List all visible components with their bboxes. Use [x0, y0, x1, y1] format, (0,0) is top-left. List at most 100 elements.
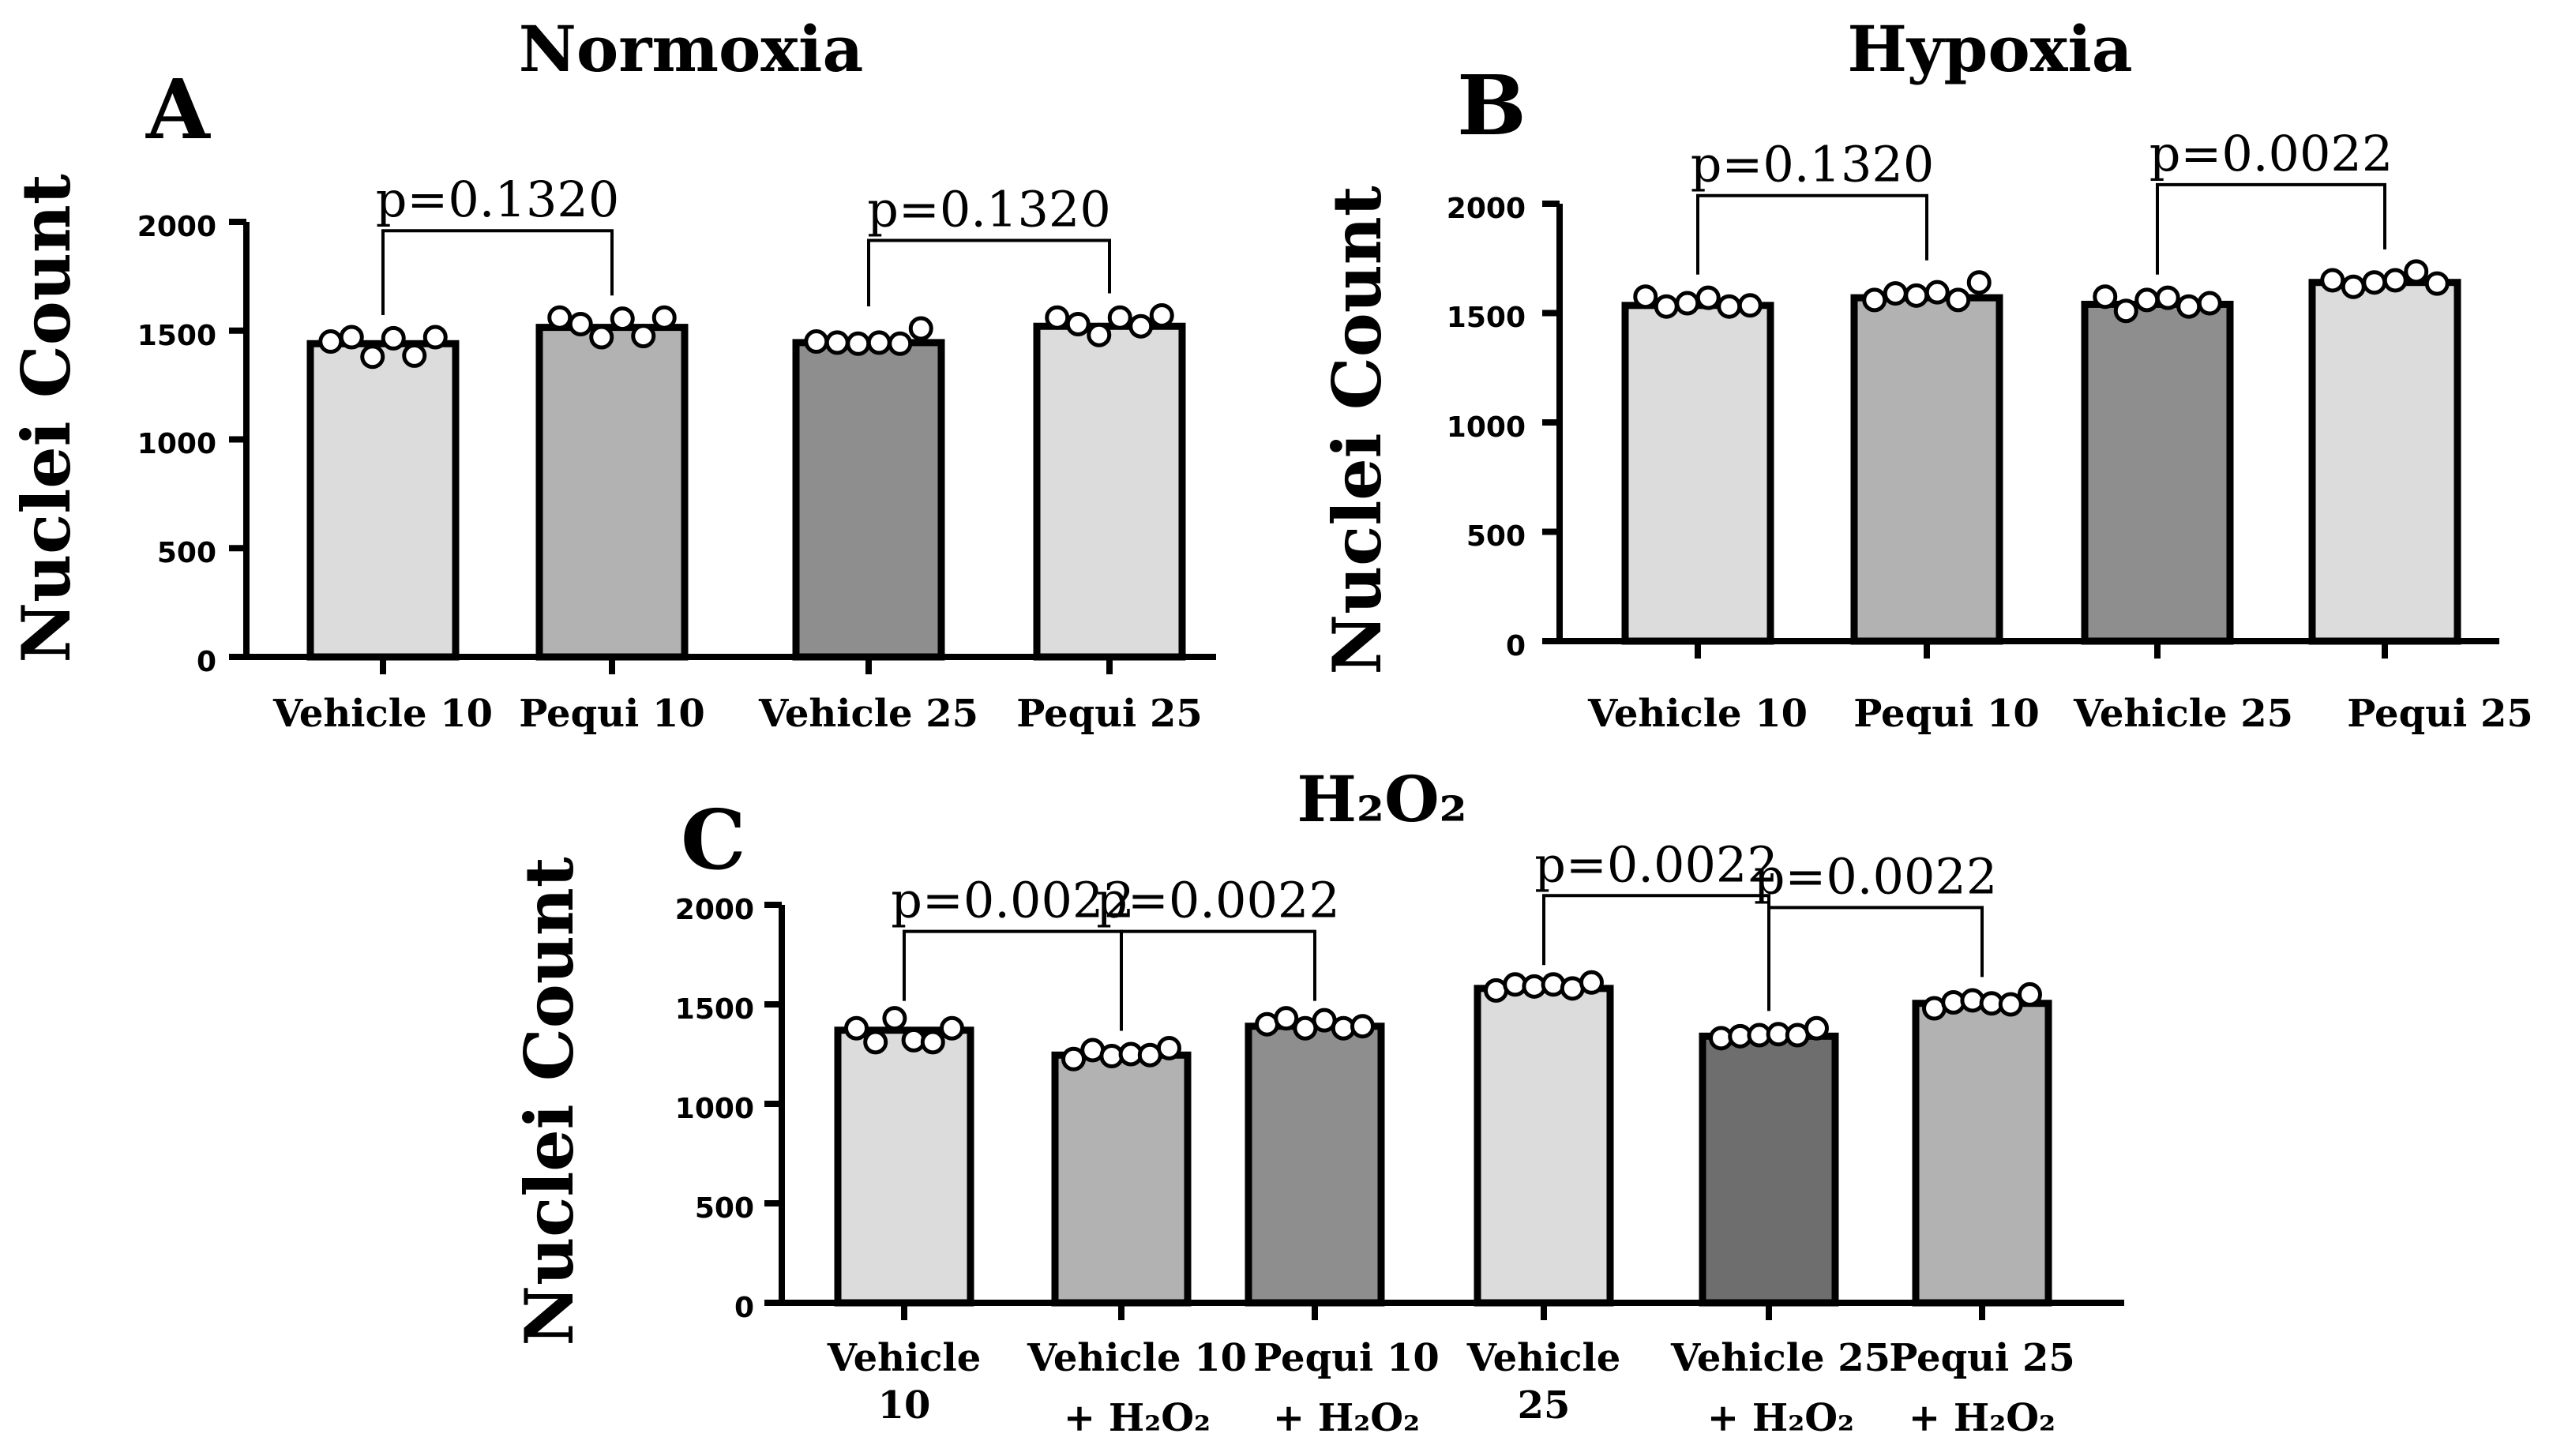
- panel-b-data-point: [1946, 287, 1971, 313]
- panel-a-plot-area: p=0.1320 p=0.1320: [229, 171, 1216, 674]
- panel-a-data-point: [318, 329, 344, 355]
- panel-b-y-tick-1500: 1500: [1447, 302, 1526, 334]
- panel-b-letter: B: [1457, 57, 1526, 154]
- panel-b-p-value-label: p=0.1320: [1691, 136, 1935, 193]
- panel-c-y-tick-2000: 2000: [675, 894, 754, 926]
- panel-b-significance-bracket: [2156, 182, 2386, 275]
- panel-a-data-point: [422, 325, 448, 350]
- panel-c-y-tick-1000: 1000: [675, 1093, 754, 1125]
- panel-b-y-axis-label: Nuclei Count: [1318, 186, 1396, 675]
- panel-b-data-point: [1924, 280, 1950, 305]
- panel-a-data-point: [1128, 313, 1154, 339]
- panel-c-x-label-vehicle-10-line2: 10: [878, 1383, 931, 1428]
- panel-a-y-tick-1000: 1000: [137, 428, 216, 460]
- panel-a-y-axis-label: Nuclei Count: [7, 174, 85, 663]
- panel-c-data-point: [1998, 992, 2023, 1017]
- panel-c-letter: C: [681, 791, 746, 888]
- panel-b-data-point: [2424, 271, 2450, 296]
- panel-a-bar: [792, 339, 945, 661]
- panel-b-data-point: [1862, 287, 1887, 313]
- panel-c-title: H₂O₂: [1297, 762, 1466, 836]
- panel-b-x-label-pequi-10: Pequi 10: [1853, 692, 2040, 736]
- panel-c-x-label-vehicle-25-h2o2-line1: Vehicle 25: [1670, 1336, 1890, 1380]
- panel-b-data-point: [1737, 293, 1763, 318]
- panel-a-letter: A: [145, 61, 211, 158]
- panel-b-p-value-label: p=0.0022: [2149, 125, 2393, 182]
- panel-c-y-axis-label: Nuclei Count: [510, 857, 588, 1346]
- panel-b-x-label-vehicle-25: Vehicle 25: [2073, 692, 2293, 736]
- panel-c-data-point: [1804, 1015, 1829, 1041]
- panel-a-data-point: [568, 311, 593, 336]
- panel-c-data-point: [844, 1015, 869, 1041]
- panel-a-data-point: [651, 305, 677, 330]
- panel-c-x-label-vehicle-25-line2: 25: [1518, 1383, 1571, 1428]
- panel-c-data-point: [1960, 988, 1985, 1013]
- panel-a-data-point: [846, 331, 871, 356]
- panel-c-p-value-label: p=0.0022: [891, 872, 1135, 929]
- panel-a-data-point: [339, 325, 364, 350]
- panel-c-x-label-vehicle-25-h2o2-line2: + H₂O₂: [1707, 1396, 1854, 1440]
- panel-b-data-point: [2382, 268, 2408, 293]
- panel-c-y-tick-1500: 1500: [675, 993, 754, 1026]
- panel-c-data-point: [882, 1006, 907, 1031]
- panel-b-data-point: [1904, 283, 1929, 308]
- panel-c-p-value-label: p=0.0022: [1096, 872, 1340, 929]
- panel-a-data-point: [1149, 302, 1174, 328]
- panel-b: B Hypoxia Nuclei Count 0 500 1000 1500 2…: [1318, 12, 2533, 736]
- panel-b-data-point: [1633, 284, 1658, 310]
- panel-b-plot-area: p=0.1320 p=0.0022: [1542, 125, 2499, 659]
- panel-b-y-tick-500: 500: [1466, 520, 1526, 553]
- panel-c-x-label-pequi-10-h2o2-line2: + H₂O₂: [1273, 1396, 1420, 1440]
- panel-b-bar: [2081, 300, 2234, 645]
- panel-a-x-label-vehicle-10: Vehicle 10: [272, 692, 493, 736]
- panel-a-x-label-pequi-10: Pequi 10: [519, 692, 705, 736]
- panel-a-data-point: [360, 344, 385, 370]
- panel-c-data-point: [1156, 1035, 1181, 1060]
- panel-b-x-label-vehicle-10: Vehicle 10: [1587, 692, 1808, 736]
- panel-a-p-value-label: p=0.1320: [867, 180, 1111, 238]
- panel-c-bar: [1474, 985, 1614, 1307]
- panel-b-bar: [1850, 294, 2003, 645]
- panel-c-data-point: [1541, 972, 1566, 997]
- panel-b-data-point: [2176, 294, 2202, 319]
- panel-c-significance-bracket: [903, 929, 1123, 1031]
- panel-b-significance-bracket: [1696, 193, 1928, 275]
- panel-a-y-tick-500: 500: [157, 537, 216, 569]
- panel-c-x-label-pequi-10-h2o2-line1: Pequi 10: [1253, 1336, 1440, 1380]
- panel-b-data-point: [2404, 259, 2429, 284]
- panel-c: C H₂O₂ Nuclei Count 0 500 1000 1500 2000…: [510, 762, 2124, 1440]
- panel-a-data-point: [866, 330, 892, 355]
- panel-a-y-tick-1500: 1500: [137, 320, 216, 352]
- panel-b-data-point: [2093, 284, 2118, 310]
- panel-c-significance-bracket: [1120, 929, 1316, 1031]
- panel-a-bar: [1033, 322, 1186, 661]
- panel-a-data-point: [589, 325, 614, 350]
- panel-c-bar: [834, 1026, 974, 1307]
- panel-c-bar: [1245, 1023, 1385, 1307]
- panel-b-data-point: [2362, 270, 2387, 295]
- panel-a-significance-bracket: [867, 238, 1111, 306]
- panel-b-data-point: [1883, 281, 1908, 306]
- panel-a-data-point: [1045, 305, 1070, 330]
- panel-c-x-label-vehicle-25-line1: Vehicle: [1466, 1336, 1621, 1380]
- panel-c-data-point: [1274, 1006, 1299, 1031]
- panel-c-y-tick-0: 0: [734, 1292, 754, 1324]
- panel-a-significance-bracket: [381, 229, 614, 316]
- panel-b-data-point: [2113, 298, 2138, 324]
- panel-a-data-point: [1107, 305, 1132, 330]
- panel-a-data-point: [547, 305, 573, 330]
- panel-a-y-tick-0: 0: [197, 646, 216, 678]
- panel-b-data-point: [2320, 268, 2345, 293]
- panel-b-x-label-pequi-25: Pequi 25: [2347, 692, 2533, 736]
- panel-b-data-point: [2134, 287, 2160, 313]
- panel-c-y-tick-500: 500: [695, 1192, 754, 1225]
- panel-a-data-point: [888, 331, 913, 356]
- panel-b-data-point: [1654, 294, 1679, 319]
- panel-c-x-label-vehicle-10-line1: Vehicle: [827, 1336, 982, 1380]
- panel-b-data-point: [1695, 285, 1721, 310]
- panel-a-x-label-vehicle-25: Vehicle 25: [758, 692, 978, 736]
- panel-a-data-point: [908, 316, 933, 341]
- panel-c-x-label-vehicle-10-h2o2-line2: + H₂O₂: [1064, 1396, 1211, 1440]
- panel-b-data-point: [1966, 270, 1992, 295]
